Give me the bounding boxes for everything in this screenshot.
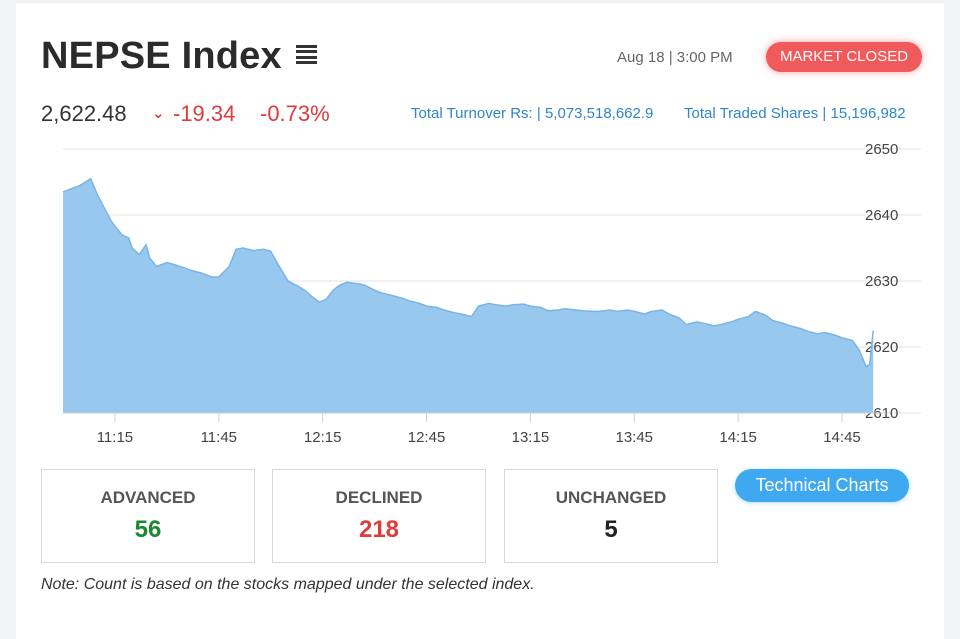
x-tick-label: 12:45	[408, 429, 446, 446]
advanced-label: ADVANCED	[100, 488, 196, 507]
y-tick-label: 2630	[865, 273, 898, 290]
y-tick-label: 2650	[865, 141, 898, 158]
page-title: NEPSE Index	[41, 35, 282, 77]
x-tick-label: 11:45	[201, 429, 237, 446]
market-datetime: Aug 18 | 3:00 PM	[617, 49, 733, 66]
chevron-down-icon: ⌄	[152, 105, 165, 122]
total-traded-shares: Total Traded Shares | 15,196,982	[684, 105, 906, 122]
change-percent: -0.73%	[260, 101, 330, 126]
hamburger-menu-icon[interactable]	[296, 45, 317, 64]
series-line	[62, 177, 874, 368]
x-tick-label: 13:45	[615, 429, 653, 446]
advanced-stat-box: ADVANCED 56	[41, 469, 255, 563]
market-status-badge: MARKET CLOSED	[766, 42, 922, 72]
unchanged-count: 5	[604, 516, 618, 543]
advanced-count: 56	[134, 516, 162, 543]
x-tick-label: 14:15	[719, 429, 757, 446]
index-value: 2,622.48	[41, 101, 127, 126]
y-tick-label: 2620	[865, 339, 898, 356]
y-tick-label: 2640	[865, 207, 898, 224]
declined-stat-box: DECLINED 218	[272, 469, 486, 563]
x-tick-label: 11:15	[97, 429, 133, 446]
x-tick-label: 13:15	[512, 429, 550, 446]
unchanged-stat-box: UNCHANGED 5	[504, 469, 718, 563]
series-area	[63, 178, 874, 413]
technical-charts-button[interactable]: Technical Charts	[735, 469, 909, 502]
total-turnover: Total Turnover Rs: | 5,073,518,662.9	[411, 105, 654, 122]
note-text: Note: Count is based on the stocks mappe…	[41, 576, 535, 593]
x-tick-label: 14:45	[823, 429, 861, 446]
x-tick-label: 12:15	[304, 429, 342, 446]
unchanged-label: UNCHANGED	[555, 488, 667, 507]
change-points: -19.34	[173, 101, 236, 126]
declined-count: 218	[358, 516, 400, 543]
declined-label: DECLINED	[335, 488, 423, 507]
index-card: NEPSE Index Aug 18 | 3:00 PM MARKET CLOS…	[16, 3, 944, 639]
